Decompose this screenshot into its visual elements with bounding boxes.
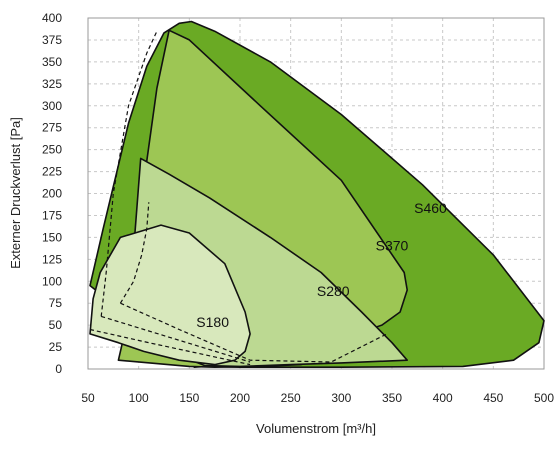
y-tick-label: 275 [42,121,62,135]
dashed-outline [119,202,150,304]
dashed-outline [100,30,158,317]
x-tick-label: 50 [81,391,95,405]
x-tick-label: 500 [534,391,554,405]
region-labels: S460 S370 S280 S180 [196,200,447,330]
regions [89,20,545,369]
y-tick-label: 0 [55,362,62,376]
region-label-s370: S370 [376,238,409,254]
dashed-outline [101,315,251,363]
y-axis-title: Externer Druckverlust [Pa] [8,117,23,269]
x-axis-title: Volumenstrom [m³/h] [256,421,376,436]
x-tick-labels: 50 100 150 200 250 300 350 400 450 500 [81,391,554,405]
y-tick-label: 325 [42,77,62,91]
y-tick-label: 200 [42,187,62,201]
x-tick-label: 100 [129,391,149,405]
x-tick-label: 150 [179,391,199,405]
y-tick-label: 375 [42,33,62,47]
y-tick-label: 300 [42,99,62,113]
region-label-s180: S180 [196,314,229,330]
x-tick-label: 400 [433,391,453,405]
x-tick-label: 250 [281,391,301,405]
y-tick-label: 125 [42,252,62,266]
plot-frame [87,17,545,370]
dashed-outline [89,328,251,366]
y-tick-label: 350 [42,55,62,69]
x-tick-label: 450 [483,391,503,405]
x-tick-label: 350 [382,391,402,405]
y-tick-label: 100 [42,274,62,288]
x-tick-label: 300 [331,391,351,405]
y-tick-label: 75 [49,296,63,310]
y-tick-label: 50 [49,318,63,332]
y-tick-label: 150 [42,230,62,244]
y-tick-label: 175 [42,208,62,222]
region-s180 [89,224,251,366]
dashed-outline [120,302,388,363]
x-tick-label: 200 [230,391,250,405]
dashed-outlines [89,30,388,366]
y-tick-labels: 0 25 50 75 100 125 150 175 200 225 250 275 300 325 350… [42,11,62,376]
region-label-s460: S460 [414,200,447,216]
y-tick-label: 225 [42,165,62,179]
y-tick-label: 250 [42,143,62,157]
region-label-s280: S280 [317,283,350,299]
y-tick-label: 25 [49,340,63,354]
y-tick-label: 400 [42,11,62,25]
